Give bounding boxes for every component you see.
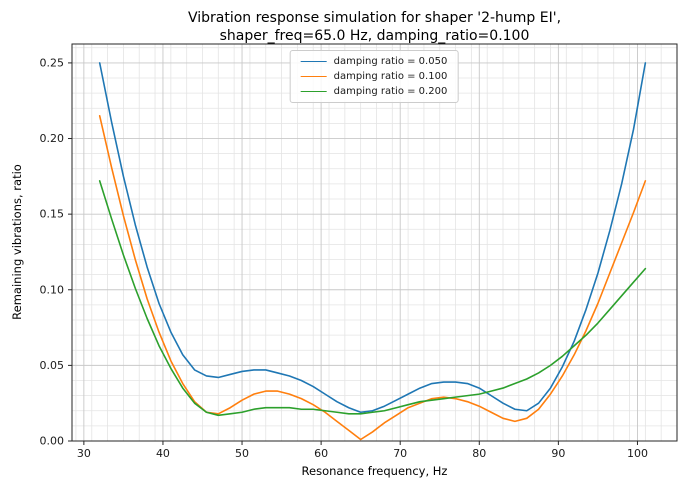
y-axis-label: Remaining vibrations, ratio [10,164,24,320]
chart-title-line1: Vibration response simulation for shaper… [187,10,562,26]
series-line-1 [98,115,647,441]
legend-item-0: damping ratio = 0.050 [300,56,448,67]
series-line-0 [98,62,647,414]
legend-line-swatch [300,91,327,92]
legend-item-2: damping ratio = 0.200 [300,86,448,97]
y-tick-label: 0.05 [40,359,65,372]
series-line-2 [98,180,647,417]
legend: damping ratio = 0.050 damping ratio = 0.1… [289,50,459,103]
y-tick-label: 0.00 [40,435,65,448]
legend-line-swatch [300,61,327,62]
legend-label: damping ratio = 0.100 [333,71,448,82]
x-tick-label: 60 [314,447,328,460]
legend-label: damping ratio = 0.050 [333,56,448,67]
y-tick-label: 0.15 [40,208,65,221]
chart-title-line2: shaper_freq=65.0 Hz, damping_ratio=0.100 [219,28,530,45]
x-tick-label: 80 [472,447,486,460]
x-tick-label: 40 [156,447,170,460]
y-tick-label: 0.25 [40,56,65,69]
legend-line-swatch [300,76,327,77]
axes-spines [71,43,678,442]
chart-title: Vibration response simulation for shaper… [72,9,677,45]
x-tick-label: 100 [627,447,648,460]
legend-label: damping ratio = 0.200 [333,86,448,97]
y-tick-label: 0.20 [40,132,65,145]
x-tick-label: 70 [393,447,407,460]
legend-item-1: damping ratio = 0.100 [300,71,448,82]
x-axis-label: Resonance frequency, Hz [301,464,448,478]
y-tick-label: 0.10 [40,283,65,296]
x-tick-label: 50 [235,447,249,460]
x-tick-label: 90 [551,447,565,460]
x-tick-label: 30 [77,447,91,460]
